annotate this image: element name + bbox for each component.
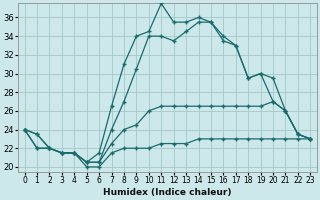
- X-axis label: Humidex (Indice chaleur): Humidex (Indice chaleur): [103, 188, 232, 197]
